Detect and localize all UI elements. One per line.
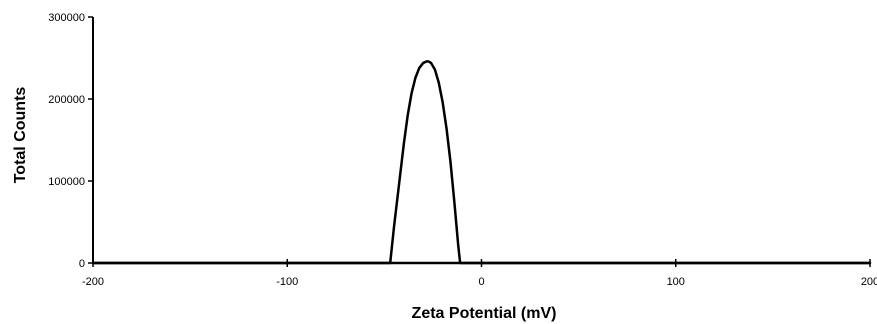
y-axis-title: Total Counts <box>12 87 29 184</box>
y-tick-label: 100000 <box>48 176 85 188</box>
x-tick-label: 200 <box>861 276 877 288</box>
tick-labels: 0 100000 200000 300000 -200 -100 0 100 200 <box>48 12 877 288</box>
y-tick-label: 0 <box>79 258 85 270</box>
y-tick-label: 300000 <box>48 12 85 24</box>
series-line <box>91 60 872 265</box>
tick-marks <box>88 16 871 267</box>
y-tick-label: 200000 <box>48 94 85 106</box>
x-tick-label: -200 <box>82 276 104 288</box>
x-tick-label: 0 <box>478 276 484 288</box>
axes <box>92 17 870 265</box>
x-tick-label: 100 <box>667 276 685 288</box>
x-tick-label: -100 <box>276 276 298 288</box>
x-axis-title: Zeta Potential (mV) <box>412 305 557 322</box>
plot-area <box>91 60 872 265</box>
